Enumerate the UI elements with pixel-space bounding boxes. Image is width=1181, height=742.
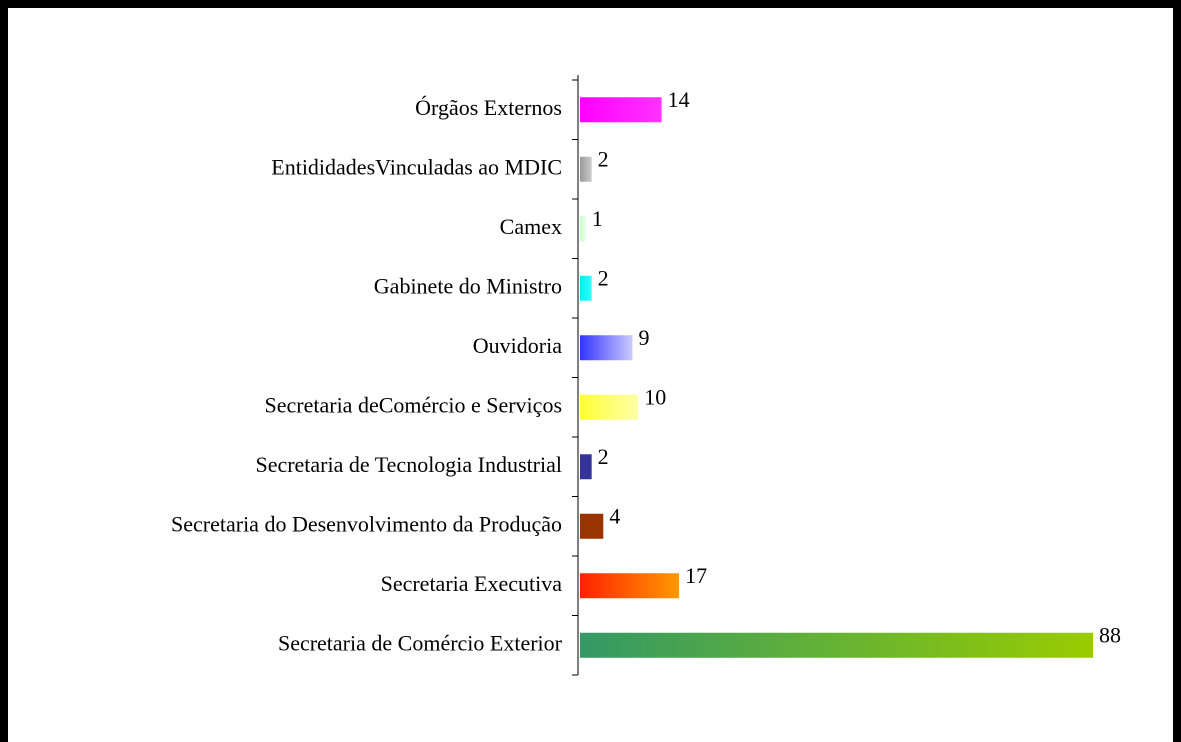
bar [580, 216, 586, 242]
value-label: 14 [668, 87, 690, 112]
category-label: Órgãos Externos [415, 95, 562, 120]
value-label: 88 [1099, 622, 1121, 647]
bar [580, 156, 592, 182]
bar [580, 335, 633, 361]
category-label: Gabinete do Ministro [374, 273, 562, 298]
bar [580, 97, 662, 123]
bar [580, 394, 639, 420]
value-label: 10 [644, 384, 666, 409]
category-label: Secretaria deComércio e Serviços [265, 392, 562, 417]
category-label: Secretaria de Comércio Exterior [278, 630, 563, 655]
category-label: EntididadesVinculadas ao MDIC [271, 154, 562, 179]
category-label: Secretaria do Desenvolvimento da Produçã… [171, 511, 562, 536]
category-label: Secretaria Executiva [381, 571, 563, 596]
value-label: 2 [598, 444, 609, 469]
value-label: 17 [685, 563, 707, 588]
bar [580, 513, 604, 539]
value-label: 2 [598, 265, 609, 290]
value-label: 9 [638, 325, 649, 350]
category-label: Camex [500, 214, 562, 239]
value-label: 1 [592, 206, 603, 231]
bar [580, 573, 680, 599]
value-label: 4 [609, 503, 620, 528]
value-label: 2 [598, 146, 609, 171]
bar [580, 454, 592, 480]
bar [580, 632, 1093, 658]
bar [580, 275, 592, 301]
category-label: Ouvidoria [473, 333, 562, 358]
category-label: Secretaria de Tecnologia Industrial [255, 452, 562, 477]
